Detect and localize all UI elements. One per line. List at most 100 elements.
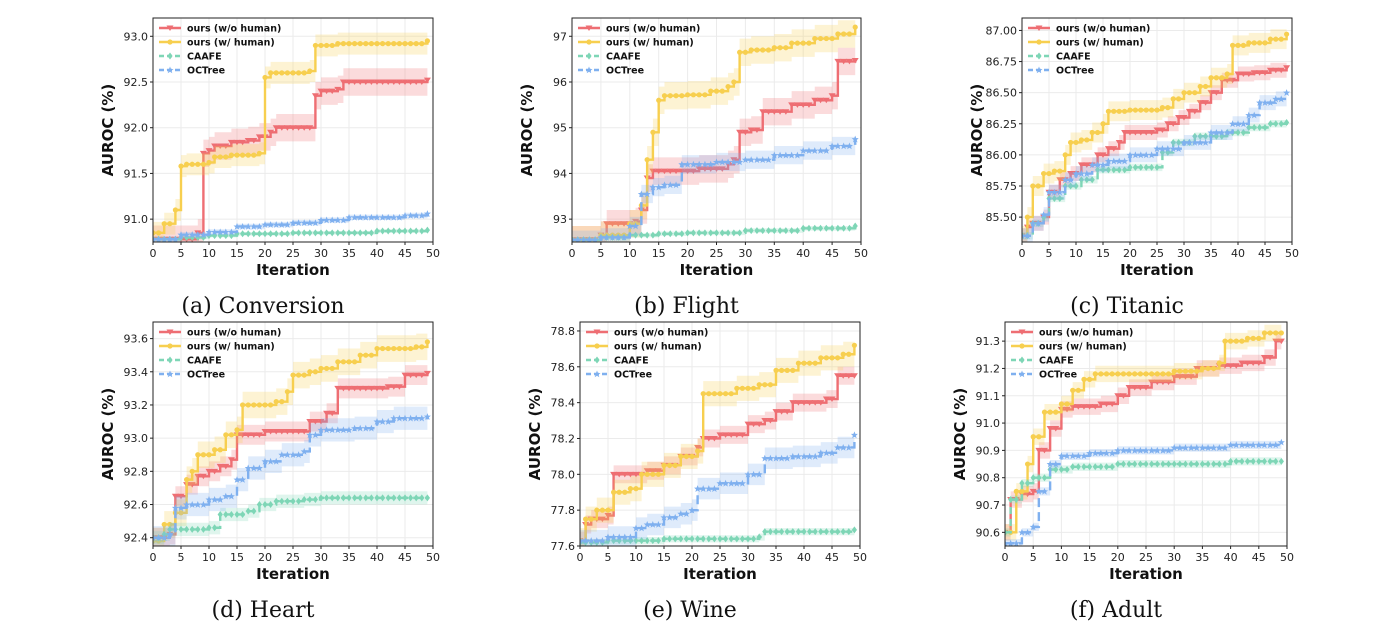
marker-wh <box>1222 338 1228 344</box>
marker-caafe <box>1262 124 1268 132</box>
marker-caafe <box>852 222 858 230</box>
marker-oct <box>194 501 202 508</box>
marker-wo <box>295 429 303 435</box>
marker-oct <box>1210 444 1218 451</box>
marker-oct <box>328 216 336 224</box>
y-tick-label: 77.6 <box>551 540 576 553</box>
marker-oct <box>1034 219 1042 227</box>
marker-wh <box>789 40 795 46</box>
marker-caafe <box>217 510 223 518</box>
marker-caafe <box>374 227 380 235</box>
series-band-oct <box>1005 438 1282 546</box>
marker-wh <box>713 88 720 94</box>
marker-wo <box>1283 65 1291 71</box>
legend-label-caafe: CAAFE <box>614 356 649 367</box>
marker-wo <box>782 109 790 115</box>
marker-wh <box>1095 129 1101 136</box>
y-tick-label: 90.8 <box>976 472 1001 485</box>
y-tick-label: 78.4 <box>551 397 576 410</box>
marker-wh <box>1154 107 1160 113</box>
marker-wh <box>340 41 346 47</box>
marker-wo <box>1131 385 1139 391</box>
marker-caafe <box>1070 463 1076 471</box>
marker-wo <box>199 473 207 480</box>
marker-caafe <box>823 224 829 232</box>
marker-oct <box>699 485 707 492</box>
marker-caafe <box>1278 120 1284 128</box>
marker-wo <box>339 385 347 392</box>
marker-wh <box>1246 40 1252 46</box>
marker-oct <box>255 222 263 230</box>
marker-caafe <box>1267 457 1273 465</box>
legend-marker-wo <box>166 25 174 31</box>
marker-caafe <box>1182 460 1189 468</box>
marker-wh <box>1182 368 1189 374</box>
plot-area <box>580 332 858 546</box>
marker-wh <box>1239 338 1245 344</box>
marker-oct <box>177 231 185 238</box>
x-tick-label: 20 <box>258 551 272 564</box>
x-tick-label: 40 <box>1231 247 1245 260</box>
marker-wh <box>1019 488 1025 494</box>
marker-wh <box>1186 90 1192 96</box>
marker-wo <box>776 109 784 115</box>
marker-caafe <box>779 528 785 536</box>
marker-wh <box>307 68 313 74</box>
marker-caafe <box>268 230 274 238</box>
marker-wh <box>1213 75 1219 81</box>
x-tick-label: 15 <box>230 247 244 260</box>
marker-wo <box>701 166 709 172</box>
marker-wh <box>1188 368 1194 374</box>
legend-marker-oct <box>585 66 593 74</box>
marker-wh <box>1233 338 1239 344</box>
marker-oct <box>666 513 674 521</box>
marker-caafe <box>212 524 218 532</box>
marker-wo <box>678 168 686 175</box>
marker-oct <box>783 454 791 462</box>
marker-wh <box>153 230 156 236</box>
marker-wh <box>829 35 835 42</box>
marker-caafe <box>413 227 419 235</box>
marker-wo <box>689 168 697 175</box>
marker-wo <box>834 373 842 379</box>
marker-caafe <box>402 494 408 502</box>
marker-caafe <box>268 501 274 509</box>
marker-oct <box>672 181 680 189</box>
marker-wh <box>1278 330 1284 336</box>
marker-oct <box>1137 151 1145 159</box>
marker-oct <box>1072 170 1080 177</box>
legend-marker-wo <box>1035 25 1043 31</box>
marker-wo <box>1136 385 1144 391</box>
marker-wh <box>262 74 268 81</box>
marker-wh <box>1143 371 1149 377</box>
marker-oct <box>1266 441 1274 449</box>
marker-caafe <box>1188 460 1194 468</box>
x-tick-label: 0 <box>1019 247 1026 260</box>
marker-caafe <box>1115 460 1121 468</box>
marker-oct <box>1165 446 1173 454</box>
marker-wh <box>767 382 774 388</box>
marker-wo <box>710 435 718 442</box>
marker-oct <box>614 233 622 241</box>
marker-wh <box>396 345 402 352</box>
x-tick-label: 25 <box>1150 247 1164 260</box>
marker-oct <box>1255 441 1263 449</box>
marker-caafe <box>1177 460 1183 468</box>
marker-wo <box>407 79 415 85</box>
marker-wh <box>807 360 813 366</box>
marker-caafe <box>284 497 290 505</box>
x-tick-label: 10 <box>629 551 643 564</box>
marker-oct <box>295 451 303 459</box>
marker-oct <box>580 236 588 242</box>
marker-oct <box>407 414 415 422</box>
marker-wo <box>351 385 359 392</box>
marker-wh <box>748 47 754 53</box>
marker-caafe <box>1126 460 1132 468</box>
marker-wh <box>206 159 212 166</box>
marker-caafe <box>678 535 684 543</box>
marker-caafe <box>290 229 296 237</box>
marker-wh <box>346 359 352 365</box>
marker-wh <box>841 31 847 37</box>
y-tick-label: 91.3 <box>976 335 1001 348</box>
